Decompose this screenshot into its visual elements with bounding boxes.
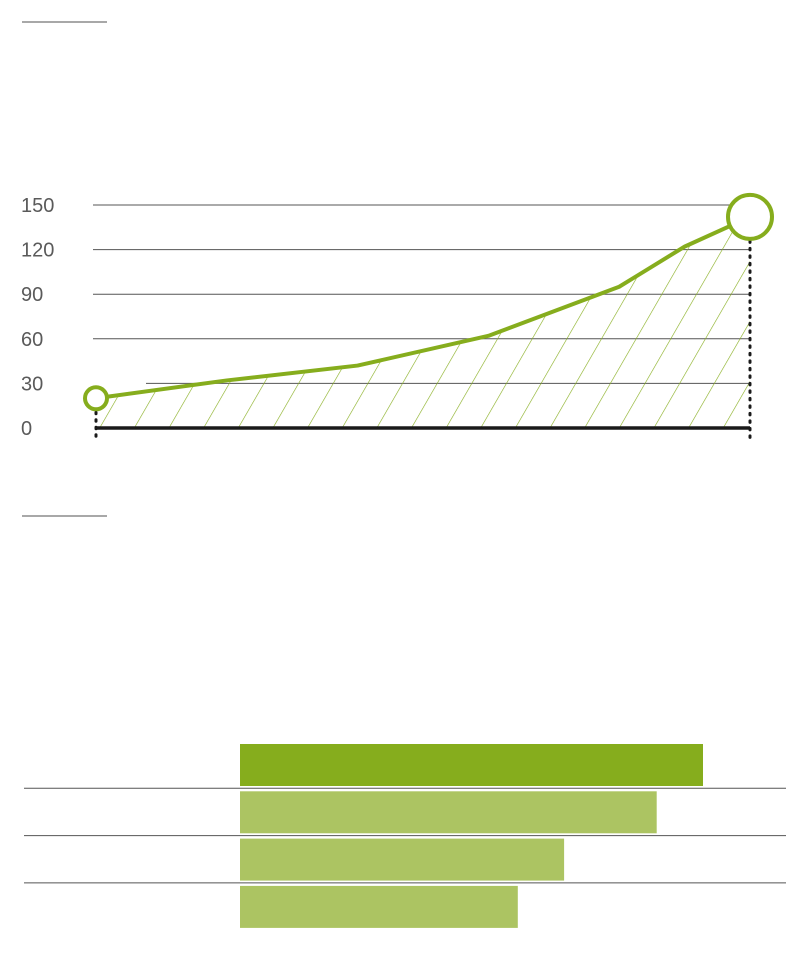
line-chart: 0 30 60 90 120 150 [21,192,774,444]
bar [240,838,565,881]
y-tick-label: 90 [21,284,43,306]
series-line [94,214,752,401]
start-point-marker [83,385,109,412]
area-hatch-fill [96,216,750,428]
bar [240,791,657,834]
bar-chart [24,744,786,928]
y-tick-label: 150 [21,195,54,217]
y-tick-label: 120 [21,240,54,262]
y-tick-label: 60 [21,329,43,351]
y-tick-label: 30 [21,373,43,395]
bar [240,885,518,928]
y-tick-label: 0 [21,418,32,440]
end-point-marker [726,192,774,241]
bar [240,744,703,786]
